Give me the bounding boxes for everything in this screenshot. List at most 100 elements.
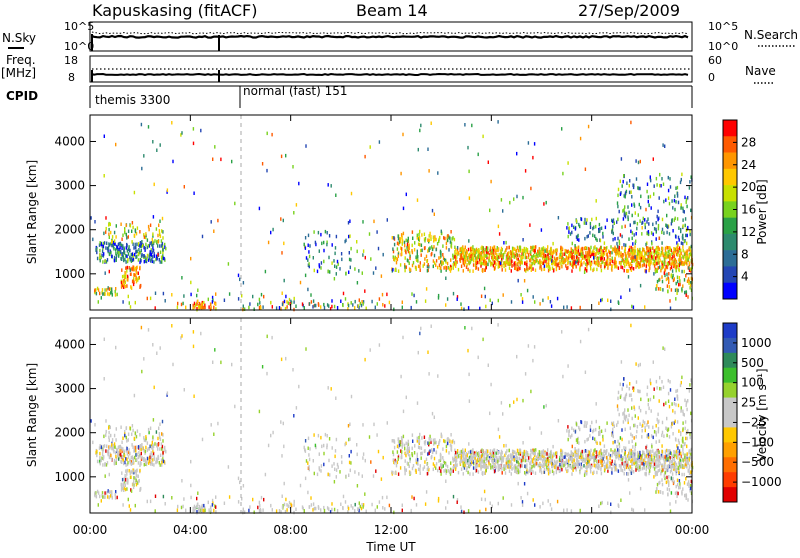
power-cell — [231, 160, 232, 164]
velocity-cell — [537, 454, 538, 458]
power-cell — [352, 303, 353, 307]
power-cell — [654, 184, 655, 188]
nsky-panel: N.Sky 10^5 10^0 10^5 10^0 N.Search — [2, 20, 798, 53]
power-colorbar-segment — [723, 120, 737, 137]
power-cell — [464, 255, 465, 258]
power-cell — [121, 268, 122, 272]
power-cell — [381, 274, 382, 278]
velocity-cell — [135, 470, 136, 474]
velocity-cell — [429, 442, 430, 446]
power-cell — [321, 242, 322, 246]
power-cell — [590, 222, 591, 226]
power-cell — [487, 263, 488, 267]
velocity-cell — [566, 458, 567, 462]
velocity-cell — [589, 460, 590, 464]
power-cell — [650, 179, 651, 183]
power-cell — [377, 302, 378, 306]
power-cell — [647, 217, 648, 221]
power-cell — [122, 234, 123, 238]
power-cell — [686, 290, 687, 294]
power-cell — [571, 256, 572, 260]
power-cell — [153, 260, 154, 264]
power-cell — [570, 262, 571, 266]
power-cell — [596, 248, 597, 252]
power-cell — [625, 191, 626, 195]
velocity-cell — [320, 436, 321, 440]
power-cell — [424, 246, 425, 250]
power-cell — [674, 208, 675, 212]
power-cell — [359, 298, 360, 302]
velocity-cell — [486, 454, 487, 458]
power-cell — [282, 292, 283, 296]
power-cell — [611, 264, 612, 268]
velocity-cell — [550, 459, 551, 463]
power-cell — [656, 177, 657, 181]
power-cell — [532, 257, 533, 261]
power-cell — [160, 143, 161, 147]
power-colorbar-segment — [723, 250, 737, 267]
power-cell — [271, 133, 272, 137]
power-cell — [102, 292, 103, 296]
power-cell — [603, 254, 604, 258]
power-cell — [567, 222, 568, 226]
power-cell — [566, 226, 567, 230]
power-cell — [128, 245, 129, 249]
power-cell — [677, 289, 678, 293]
velocity-cell — [610, 448, 611, 452]
power-cell — [442, 244, 443, 248]
power-cell — [315, 241, 316, 245]
velocity-cell — [350, 461, 351, 465]
power-cell — [427, 148, 428, 152]
power-cell — [584, 247, 585, 251]
velocity-cell — [125, 463, 126, 467]
power-cell — [197, 289, 198, 293]
power-cell — [386, 293, 387, 297]
power-cell — [285, 154, 286, 158]
power-cell — [578, 257, 579, 261]
power-cell — [530, 250, 531, 254]
power-cell — [404, 241, 405, 245]
power-cell — [156, 149, 157, 153]
power-cell — [443, 261, 444, 265]
power-cell — [521, 256, 522, 260]
power-cell — [467, 256, 468, 260]
velocity-cell — [447, 442, 448, 446]
velocity-cell — [116, 427, 117, 431]
velocity-cell — [452, 457, 453, 461]
freq-panel: Freq. [MHz] 18 8 60 0 Nave — [1, 53, 776, 84]
velocity-cell — [143, 457, 144, 461]
velocity-cell — [323, 463, 324, 467]
power-cell — [541, 268, 542, 272]
velocity-cell — [376, 433, 377, 437]
power-cell — [348, 235, 349, 239]
velocity-cell — [447, 437, 448, 441]
power-cell — [548, 265, 549, 269]
velocity-cell — [580, 452, 581, 456]
power-cell — [155, 292, 156, 296]
power-cell — [573, 261, 574, 265]
power-cell — [630, 230, 631, 234]
power-cell — [217, 219, 218, 223]
velocity-cell — [118, 451, 119, 455]
power-cell — [270, 231, 271, 235]
power-cell — [670, 185, 671, 189]
power-cell — [642, 221, 643, 225]
power-cell — [494, 261, 495, 265]
power-cell — [668, 189, 669, 193]
velocity-cell — [487, 466, 488, 470]
power-cell — [94, 220, 95, 224]
velocity-cell — [601, 449, 602, 453]
power-cell — [426, 260, 427, 264]
velocity-cell — [159, 436, 160, 440]
power-cell — [670, 307, 671, 311]
velocity-cell — [354, 470, 355, 474]
power-cell — [307, 258, 308, 262]
velocity-cell — [646, 454, 647, 458]
power-cell — [668, 176, 669, 180]
velocity-cell — [409, 454, 410, 458]
velocity-cell — [498, 451, 499, 455]
velocity-cell — [348, 474, 349, 478]
power-cell — [100, 259, 101, 263]
velocity-cell — [156, 443, 157, 447]
velocity-cell — [404, 472, 405, 476]
